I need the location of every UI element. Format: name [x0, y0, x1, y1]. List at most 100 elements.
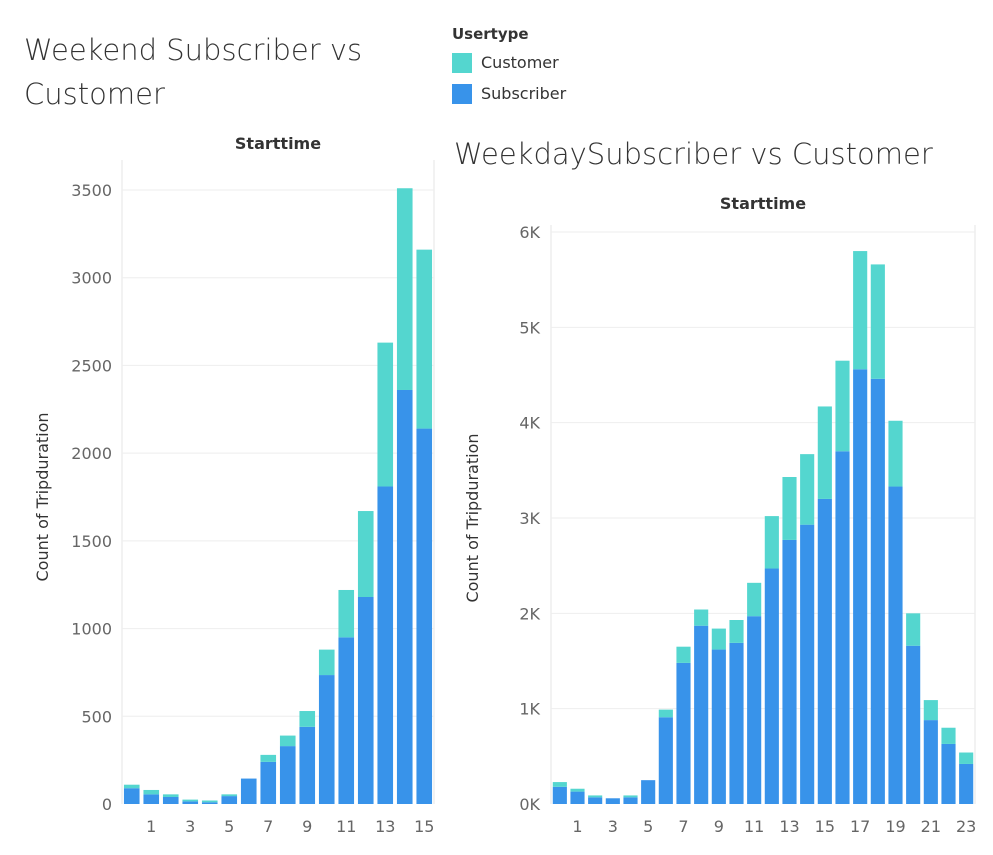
weekday-bar-subscriber	[676, 662, 691, 804]
weekday-x-tick-label: 13	[779, 817, 799, 836]
weekday-bar-subscriber	[941, 743, 956, 804]
weekday-bar-customer	[658, 709, 673, 718]
weekday-bar-subscriber	[641, 780, 656, 804]
weekend-bar-customer	[123, 784, 140, 789]
weekend-bar-customer	[201, 800, 218, 803]
weekend-x-tick-label: 15	[414, 817, 434, 836]
weekend-y-tick-label: 2500	[71, 356, 112, 375]
weekend-x-tick-label: 3	[185, 817, 195, 836]
weekday-bar-subscriber	[800, 524, 815, 804]
weekend-bar-subscriber	[221, 796, 238, 804]
weekend-bar-customer	[377, 342, 394, 487]
weekday-x-tick-label: 23	[956, 817, 976, 836]
weekend-x-tick-label: 13	[375, 817, 395, 836]
weekday-bar-subscriber	[782, 539, 797, 804]
weekday-bar-subscriber	[658, 717, 673, 804]
subscriber-swatch	[452, 83, 472, 104]
weekend-bar-customer	[260, 754, 277, 762]
weekend-bar-subscriber	[201, 802, 218, 804]
weekday-bar-customer	[817, 406, 832, 499]
weekday-y-tick-label: 2K	[519, 604, 540, 623]
weekday-bar-subscriber	[959, 763, 974, 804]
weekday-y-tick-label: 0K	[519, 795, 540, 814]
weekend-y-tick-label: 0	[102, 795, 112, 814]
weekend-bar-customer	[143, 789, 160, 795]
weekend-bar-customer	[357, 511, 374, 597]
legend-item-customer[interactable]: Customer	[452, 47, 566, 78]
weekend-bar-subscriber	[279, 746, 296, 804]
weekend-bar-subscriber	[416, 428, 433, 804]
weekday-x-tick-label: 9	[714, 817, 724, 836]
weekend-bar-subscriber	[396, 389, 413, 804]
weekend-bar-customer	[221, 794, 238, 797]
weekend-y-tick-label: 500	[81, 707, 112, 726]
weekend-x-tick-label: 9	[302, 817, 312, 836]
weekend-bar-subscriber	[123, 788, 140, 804]
weekend-bar-customer	[338, 589, 355, 638]
weekday-x-tick-label: 15	[815, 817, 835, 836]
weekend-chart-title: Weekend Subscriber vs Customer	[24, 33, 363, 111]
weekday-bar-customer	[588, 795, 603, 798]
weekend-bar-customer	[299, 711, 316, 727]
legend-label-subscriber: Subscriber	[481, 84, 567, 103]
weekday-bar-subscriber	[835, 451, 850, 804]
weekday-bar-customer	[676, 646, 691, 663]
weekend-y-tick-label: 3500	[71, 181, 112, 200]
weekend-bar-customer	[416, 249, 433, 429]
weekday-bar-customer	[800, 454, 815, 525]
weekend-bar-customer	[162, 794, 179, 797]
weekday-bar-customer	[747, 582, 762, 617]
weekend-chart: 0 500 1000 1500 2000 2500 3000 3500 Starttime Cou…	[33, 134, 435, 836]
weekday-x-tick-label: 17	[850, 817, 870, 836]
weekend-bar-subscriber	[182, 801, 199, 804]
weekday-bar-subscriber	[605, 798, 620, 804]
weekday-x-tick-label: 1	[572, 817, 582, 836]
weekday-bar-subscriber	[729, 642, 744, 804]
customer-swatch	[452, 52, 472, 73]
weekday-bar-customer	[853, 251, 868, 370]
weekday-x-tick-label: 3	[608, 817, 618, 836]
weekday-bar-subscriber	[817, 498, 832, 804]
legend: Usertype Customer Subscriber	[452, 25, 566, 109]
weekday-bar-customer	[552, 782, 567, 787]
weekday-bar-subscriber	[711, 649, 726, 804]
weekday-axis-header: Starttime	[720, 194, 806, 213]
weekday-bar-customer	[729, 620, 744, 643]
weekday-y-axis-label: Count of Tripduration	[463, 433, 482, 602]
weekday-bar-subscriber	[588, 797, 603, 804]
weekend-axis-header: Starttime	[235, 134, 321, 153]
weekend-x-tick-label: 11	[336, 817, 356, 836]
weekend-y-tick-label: 1000	[71, 620, 112, 639]
weekend-x-tick-label: 5	[224, 817, 234, 836]
weekday-bar-subscriber	[623, 797, 638, 804]
weekday-bar-customer	[782, 477, 797, 540]
weekday-bar-subscriber	[570, 791, 585, 804]
weekday-chart-title: WeekdaySubscriber vs Customer	[454, 137, 933, 171]
weekend-y-axis-label: Count of Tripduration	[33, 412, 52, 581]
weekend-bar-subscriber	[318, 675, 335, 804]
weekend-bar-subscriber	[162, 796, 179, 804]
weekday-bar-subscriber	[923, 720, 938, 804]
weekend-x-tick-label: 7	[263, 817, 273, 836]
weekday-bar-customer	[570, 788, 585, 792]
weekday-bar-subscriber	[747, 616, 762, 804]
weekday-bar-subscriber	[694, 625, 709, 804]
weekday-y-tick-label: 6K	[519, 223, 540, 242]
weekend-bar-customer	[279, 735, 296, 747]
weekend-bar-customer	[318, 649, 335, 676]
weekday-bar-subscriber	[888, 486, 903, 804]
weekend-y-tick-label: 2000	[71, 444, 112, 463]
weekday-bar-customer	[959, 752, 974, 764]
weekday-bar-customer	[888, 420, 903, 487]
weekday-bar-subscriber	[906, 645, 921, 804]
weekday-bar-customer	[835, 360, 850, 452]
legend-item-subscriber[interactable]: Subscriber	[452, 78, 566, 109]
weekend-bar-subscriber	[299, 726, 316, 804]
weekday-bar-customer	[941, 727, 956, 744]
weekday-x-tick-label: 19	[885, 817, 905, 836]
weekday-bar-customer	[906, 613, 921, 646]
weekday-bar-subscriber	[870, 378, 885, 804]
weekday-y-tick-label: 1K	[519, 700, 540, 719]
weekday-y-tick-label: 4K	[519, 414, 540, 433]
